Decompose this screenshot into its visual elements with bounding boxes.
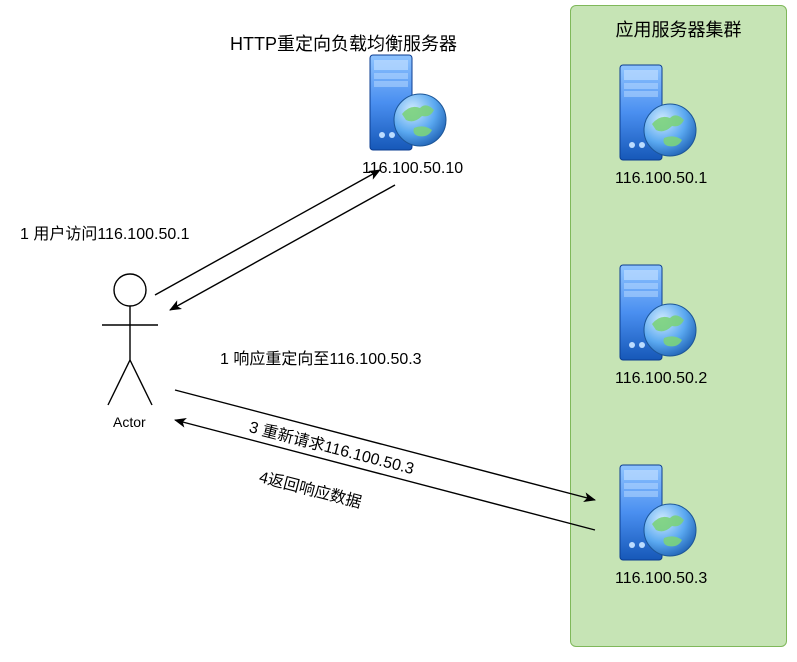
- diagram-svg: [0, 0, 797, 662]
- edge1-label: 1 用户访问116.100.50.1: [20, 220, 190, 244]
- lb-title: HTTP重定向负载均衡服务器: [230, 30, 457, 56]
- s3-ip: 116.100.50.3: [615, 570, 707, 588]
- edge-3: [175, 390, 595, 500]
- actor-icon: [102, 274, 158, 405]
- server-s1-icon: [620, 65, 696, 160]
- server-lb-icon: [370, 55, 446, 150]
- edge-4: [175, 420, 595, 530]
- edge-2: [170, 185, 395, 310]
- actor-label: Actor: [113, 414, 146, 430]
- s1-ip: 116.100.50.1: [615, 170, 707, 188]
- edge2-label: 1 响应重定向至116.100.50.3: [220, 345, 422, 369]
- lb-ip: 116.100.50.10: [362, 160, 463, 178]
- s2-ip: 116.100.50.2: [615, 370, 707, 388]
- server-s3-icon: [620, 465, 696, 560]
- server-s2-icon: [620, 265, 696, 360]
